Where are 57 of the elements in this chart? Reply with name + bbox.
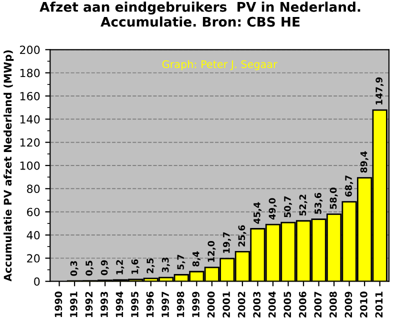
x-tick-label: 1998 <box>176 292 184 318</box>
y-tick-label: 180 <box>20 68 40 78</box>
y-tick-label: 0 <box>34 277 40 286</box>
x-tick-label: 2008 <box>329 292 337 318</box>
x-tick-label: 2011 <box>375 292 383 318</box>
data-label: 45,4 <box>254 202 262 224</box>
x-tick-label: 2006 <box>298 292 306 318</box>
data-label: 89,4 <box>360 151 368 173</box>
y-tick-label: 80 <box>27 184 40 194</box>
x-tick-label: 2002 <box>238 292 246 318</box>
x-tick-label: 1990 <box>54 292 62 318</box>
data-label: 52,2 <box>299 194 308 216</box>
x-tick-label: 2004 <box>268 292 276 318</box>
data-label: 147,9 <box>376 77 384 104</box>
x-tick-label: 2000 <box>207 292 215 318</box>
x-tick-label: 2001 <box>222 292 230 318</box>
data-label: 1,2 <box>116 260 124 274</box>
data-label: 0,3 <box>70 261 78 276</box>
y-tick-label: 120 <box>20 138 40 147</box>
x-tick-label: 1992 <box>85 292 93 318</box>
data-label: 2,5 <box>146 258 155 274</box>
data-label: 8,4 <box>192 251 200 266</box>
y-tick-label: 200 <box>20 46 40 54</box>
data-label: 3,3 <box>162 258 170 272</box>
data-label: 12,0 <box>208 240 216 262</box>
x-tick-label: 1993 <box>100 292 108 318</box>
data-label: 68,7 <box>345 176 354 197</box>
data-label: 50,7 <box>284 196 292 218</box>
data-label: 53,6 <box>314 192 323 214</box>
annotation: Graph: Peter J. Segaar <box>162 60 278 70</box>
data-label: 5,7 <box>177 254 186 270</box>
data-label: 58,0 <box>330 188 338 209</box>
y-tick-label: 40 <box>26 230 40 240</box>
data-label: 0,5 <box>86 260 94 276</box>
chart-title: Afzet aan eindgebruikers PV in Nederland. Accumulatie. Bron: CBS HE <box>40 2 360 27</box>
x-tick-label: 2005 <box>284 292 292 318</box>
y-tick-label: 160 <box>20 92 40 100</box>
y-axis-title: Accumulatie PV afzet Nederland (MWp) <box>4 50 14 282</box>
x-tick-label: 1995 <box>131 292 138 318</box>
y-tick-label: 60 <box>27 208 40 216</box>
x-tick-label: 2010 <box>360 292 368 318</box>
data-label: 0,9 <box>100 260 109 276</box>
x-tick-label: 1991 <box>70 292 78 318</box>
data-label: 25,6 <box>238 225 246 246</box>
x-tick-label: 2009 <box>344 292 352 318</box>
x-tick-label: 1997 <box>162 292 169 318</box>
data-label: 19,7 <box>222 232 231 253</box>
y-tick-label: 100 <box>20 161 40 170</box>
x-tick-label: 2003 <box>253 292 261 318</box>
data-label: 1,6 <box>131 259 140 274</box>
y-tick-label: 20 <box>27 254 40 263</box>
x-tick-label: 1999 <box>192 292 200 318</box>
y-tick-label: 140 <box>20 115 40 124</box>
x-tick-label: 2007 <box>314 292 322 318</box>
x-tick-label: 1996 <box>146 292 154 318</box>
data-label: 49,0 <box>268 198 277 220</box>
x-tick-label: 1994 <box>116 292 124 318</box>
